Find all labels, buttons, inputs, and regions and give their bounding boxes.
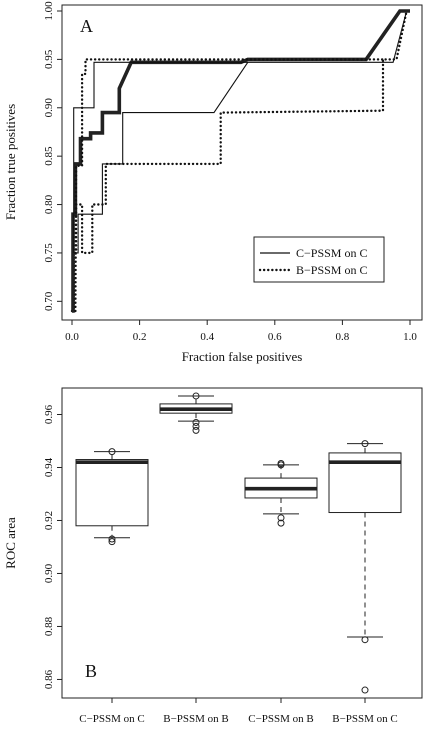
box-iqr <box>75 459 149 527</box>
y-tick-label-0-90: 0.90 <box>43 98 55 118</box>
outlier-point <box>192 392 200 400</box>
panel-a-x-axis-title: Fraction false positives <box>182 349 303 364</box>
outlier-point <box>192 426 200 434</box>
outlier-point <box>192 422 200 430</box>
b-x-tick-label-b-pssm-on-b: B−PSSM on B <box>163 713 229 725</box>
panel-b-frame <box>61 387 423 699</box>
outlier-point <box>361 686 369 694</box>
panel-b-letter: B <box>85 661 97 681</box>
x-tick-label-0-6: 0.6 <box>268 331 282 343</box>
outlier-point <box>361 636 369 644</box>
panel-a-roc-curves: 0.0 0.2 0.4 0.6 0.8 1.0 0.700.750.800.850.900… <box>3 1 423 364</box>
b-y-tick-label-0-88: 0.88 <box>43 616 55 636</box>
panel-b-boxplots: 0.86 0.88 0.90 0.92 0.94 0.96 C−PSSM on C B−PS… <box>3 387 423 725</box>
b-y-tick-label-0-86: 0.86 <box>43 669 55 689</box>
outlier-point <box>277 460 285 468</box>
panel-b-y-axis-title: ROC area <box>3 517 18 569</box>
outlier-point <box>277 519 285 527</box>
box-b-pssm-on-c <box>328 440 402 694</box>
y-tick-label-0-70: 0.70 <box>43 291 55 311</box>
x-tick-label-0-2: 0.2 <box>133 331 147 343</box>
box-b-pssm-on-b <box>159 392 233 434</box>
panel-a-letter: A <box>80 16 93 36</box>
panel-b-x-axis: C−PSSM on C B−PSSM on B C−PSSM on B B−PSSM … <box>79 698 398 725</box>
roc-curve-thin-solid-3 <box>73 61 248 253</box>
panel-b-y-axis: 0.86 0.88 0.90 0.92 0.94 0.96 <box>43 404 62 689</box>
x-tick-label-1-0: 1.0 <box>403 331 417 343</box>
roc-curve-dotted-4 <box>74 58 385 313</box>
outlier-point <box>192 418 200 426</box>
x-tick-label-0-0: 0.0 <box>65 331 79 343</box>
outlier-point <box>361 440 369 448</box>
panel-a-y-axis-title: Fraction true positives <box>3 104 18 220</box>
outlier-point <box>108 535 116 543</box>
y-tick-label-0-75: 0.75 <box>43 243 55 263</box>
box-c-pssm-on-c <box>75 448 149 546</box>
panel-a-x-axis: 0.0 0.2 0.4 0.6 0.8 1.0 <box>65 320 417 343</box>
panel-a-frame <box>61 4 423 321</box>
legend-label-c-pssm-on-c: C−PSSM on C <box>296 246 367 260</box>
x-tick-label-0-8: 0.8 <box>336 331 350 343</box>
y-tick-label-1-00: 1.00 <box>43 1 55 21</box>
b-x-tick-label-c-pssm-on-b: C−PSSM on B <box>248 713 314 725</box>
b-y-tick-label-0-92: 0.92 <box>43 511 55 530</box>
legend-box <box>253 236 385 283</box>
outlier-point <box>277 514 285 522</box>
y-tick-label-0-80: 0.80 <box>43 194 55 214</box>
outlier-point <box>108 538 116 546</box>
outlier-point <box>108 448 116 456</box>
x-tick-label-0-4: 0.4 <box>200 331 214 343</box>
b-y-tick-label-0-94: 0.94 <box>43 457 55 477</box>
panel-b-boxes <box>75 392 402 694</box>
panel-a-y-axis: 0.70 0.75 0.80 0.85 0.90 0.95 1.00 <box>43 1 62 311</box>
box-c-pssm-on-b <box>244 460 318 527</box>
panel-a-series <box>70 9 412 313</box>
b-x-tick-label-b-pssm-on-c: B−PSSM on C <box>332 713 398 725</box>
b-x-tick-label-c-pssm-on-c: C−PSSM on C <box>79 713 145 725</box>
y-tick-label-0-95: 0.95 <box>43 49 55 69</box>
y-tick-label-0-85: 0.85 <box>43 146 55 166</box>
b-y-tick-label-0-96: 0.96 <box>43 404 55 424</box>
b-y-tick-label-0-90: 0.90 <box>43 563 55 583</box>
legend-label-b-pssm-on-c: B−PSSM on C <box>296 263 367 277</box>
panel-a-legend: C−PSSM on C B−PSSM on C <box>253 236 385 283</box>
